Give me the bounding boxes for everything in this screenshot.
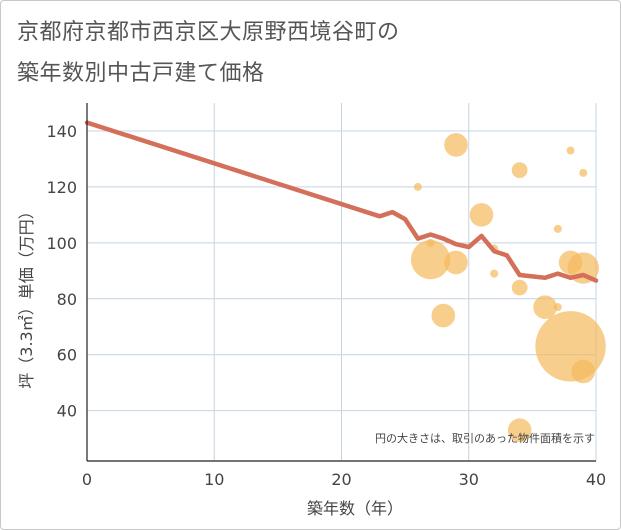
bubble-point [511,162,528,179]
x-axis-label: 築年数（年） [307,499,403,518]
y-tick-label: 60 [57,346,77,365]
y-axis-label: 坪（3.3㎡）単価（万円） [17,203,36,388]
axes: 0 10 20 30 40 40 60 80 100 120 140 [46,103,606,489]
x-tick-label: 0 [82,470,92,489]
bubble-series [410,133,606,443]
bubble-point [507,418,532,443]
bubble-point [444,250,468,275]
x-tick-label: 10 [204,470,224,489]
y-tick-label: 140 [46,122,77,141]
bubble-point [535,311,606,382]
y-tick-label: 100 [46,234,77,253]
bubble-point [533,295,557,319]
x-tick-label: 30 [459,470,479,489]
bubble-point [558,250,583,275]
x-tick-label: 20 [331,470,351,489]
average-price-line [84,120,599,283]
y-tick-label: 120 [46,178,77,197]
bubble-point [553,224,562,233]
bubble-point [511,279,528,296]
chart-title-line2: 築年数別中古戸建て価格 [17,61,265,86]
x-tick-label: 40 [586,470,606,489]
bubble-point [410,240,451,280]
bubble-point [571,359,596,384]
y-tick-label: 40 [57,402,77,421]
bubble-point [426,238,435,247]
bubble-point [431,303,456,328]
size-note: 円の大きさは、取引のあった物件面積を示す [375,431,595,445]
y-tick-label: 80 [57,290,77,309]
bubble-point [490,269,499,278]
bubble-point [444,133,468,157]
bubble-point [413,182,422,191]
bubble-point [566,146,575,155]
bubble-point [579,168,588,177]
chart-title-line1: 京都府京都市西京区大原野西境谷町の [17,20,400,45]
line-series [84,120,599,283]
bubble-point [469,203,494,227]
bubble-point [553,303,562,312]
